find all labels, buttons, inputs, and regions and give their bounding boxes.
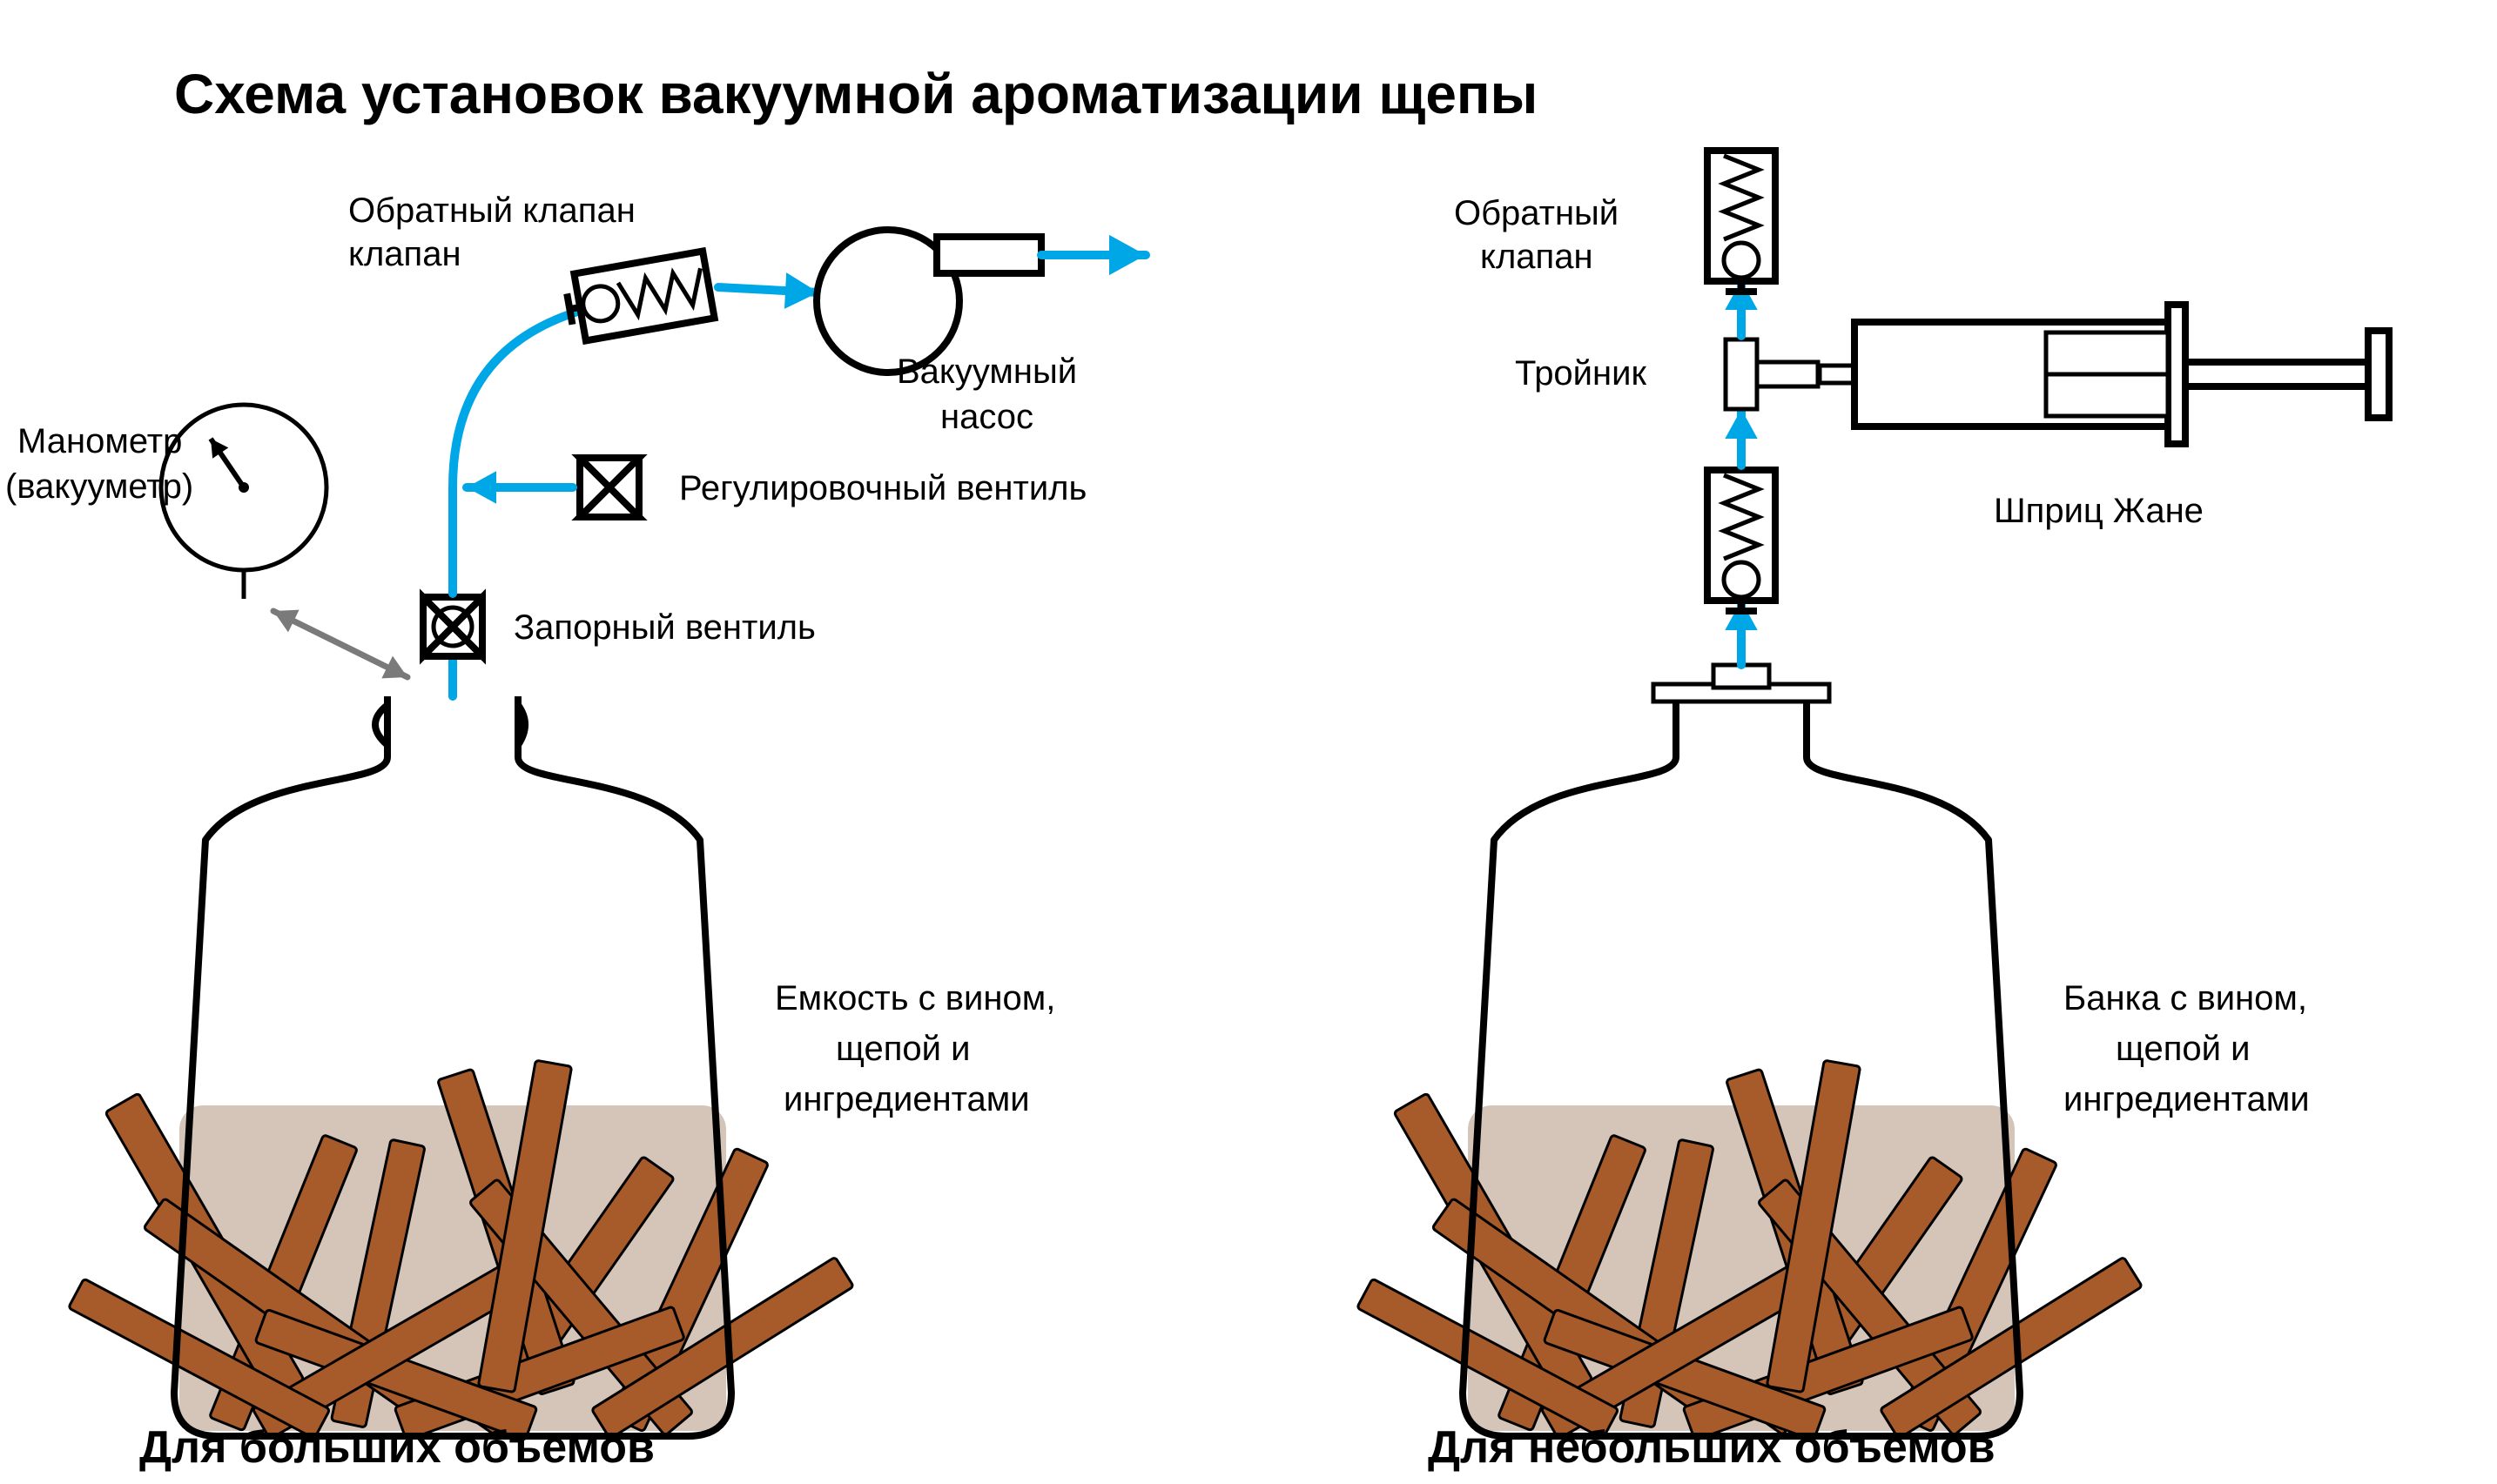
label-check-valve-r-l1: Обратный [1454, 194, 1619, 232]
label-container-2: щепой и [836, 1030, 970, 1068]
label-syringe: Шприц Жане [1994, 492, 2204, 530]
label-check-valve-l1: Обратный клапан [348, 191, 636, 230]
valve [423, 597, 482, 656]
caption-right: Для небольших объемов [1428, 1422, 1996, 1473]
arrow-head [1725, 409, 1757, 439]
label-pump-l2: насос [940, 398, 1033, 436]
syringe-thumb [2368, 331, 2389, 418]
label-tee: Тройник [1515, 354, 1646, 393]
label-reg-valve: Регулировочный вентиль [679, 469, 1087, 507]
syringe-rod [2185, 362, 2368, 386]
label-pump-l1: Вакуумный [897, 353, 1077, 391]
label-container-r3: ингредиентами [2063, 1080, 2310, 1118]
label-check-valve-r-l2: клапан [1480, 238, 1593, 276]
check-valve [1707, 151, 1775, 292]
label-container-r1: Банка с вином, [2063, 979, 2307, 1017]
label-container-1: Емкость с вином, [775, 979, 1055, 1017]
arrow-head [1109, 235, 1146, 275]
page-title: Схема установок вакуумной ароматизации щ… [174, 63, 1538, 125]
label-container-3: ингредиентами [784, 1080, 1030, 1118]
check-valve [1707, 470, 1775, 611]
pump-outlet [937, 237, 1041, 273]
arrow-head [467, 471, 496, 503]
valve [580, 458, 639, 517]
label-container-r2: щепой и [2116, 1030, 2250, 1068]
check-valve [564, 252, 715, 343]
label-shut-valve: Запорный вентиль [514, 608, 816, 647]
label-manometer-2: (вакууметр) [5, 467, 193, 506]
tube [453, 310, 583, 594]
label-manometer-1: Манометр [17, 422, 182, 460]
tee-horz [1757, 362, 1818, 386]
label-check-valve-l2: клапан [348, 235, 461, 273]
syringe-nozzle [1820, 366, 1854, 383]
tee-vert [1726, 339, 1757, 409]
caption-left: Для больших объемов [139, 1422, 655, 1473]
